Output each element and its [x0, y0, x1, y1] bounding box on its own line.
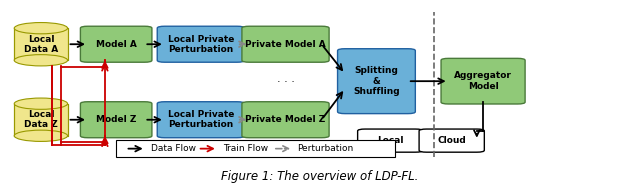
- FancyBboxPatch shape: [81, 26, 152, 62]
- Text: Model A: Model A: [96, 40, 136, 49]
- Text: Figure 1: The overview of LDP-FL.: Figure 1: The overview of LDP-FL.: [221, 170, 419, 183]
- Text: Local: Local: [377, 136, 403, 145]
- Text: Local Private
Perturbation: Local Private Perturbation: [168, 110, 234, 129]
- FancyBboxPatch shape: [441, 58, 525, 104]
- Text: Local
Data A: Local Data A: [24, 35, 58, 54]
- Ellipse shape: [14, 55, 68, 66]
- FancyBboxPatch shape: [157, 102, 244, 138]
- Text: Train Flow: Train Flow: [223, 144, 268, 153]
- FancyBboxPatch shape: [337, 49, 415, 114]
- FancyBboxPatch shape: [358, 129, 423, 152]
- Text: Cloud: Cloud: [437, 136, 466, 145]
- FancyBboxPatch shape: [14, 104, 68, 136]
- Text: Aggregator
Model: Aggregator Model: [454, 71, 512, 91]
- Ellipse shape: [14, 98, 68, 109]
- FancyBboxPatch shape: [419, 129, 484, 152]
- FancyBboxPatch shape: [14, 28, 68, 60]
- FancyBboxPatch shape: [242, 102, 329, 138]
- Text: Splitting
&
Shuffling: Splitting & Shuffling: [353, 66, 400, 96]
- Text: · · ·: · · ·: [276, 77, 294, 87]
- FancyBboxPatch shape: [116, 140, 396, 157]
- FancyBboxPatch shape: [242, 26, 329, 62]
- Text: Perturbation: Perturbation: [297, 144, 353, 153]
- Text: Data Flow: Data Flow: [150, 144, 196, 153]
- Ellipse shape: [14, 130, 68, 141]
- FancyBboxPatch shape: [157, 26, 244, 62]
- Text: Model Z: Model Z: [96, 115, 136, 124]
- Text: Local Private
Perturbation: Local Private Perturbation: [168, 35, 234, 54]
- Text: Local
Data Z: Local Data Z: [24, 110, 58, 129]
- Ellipse shape: [14, 22, 68, 34]
- Text: Private Model Z: Private Model Z: [245, 115, 326, 124]
- Text: Private Model A: Private Model A: [245, 40, 326, 49]
- FancyBboxPatch shape: [81, 102, 152, 138]
